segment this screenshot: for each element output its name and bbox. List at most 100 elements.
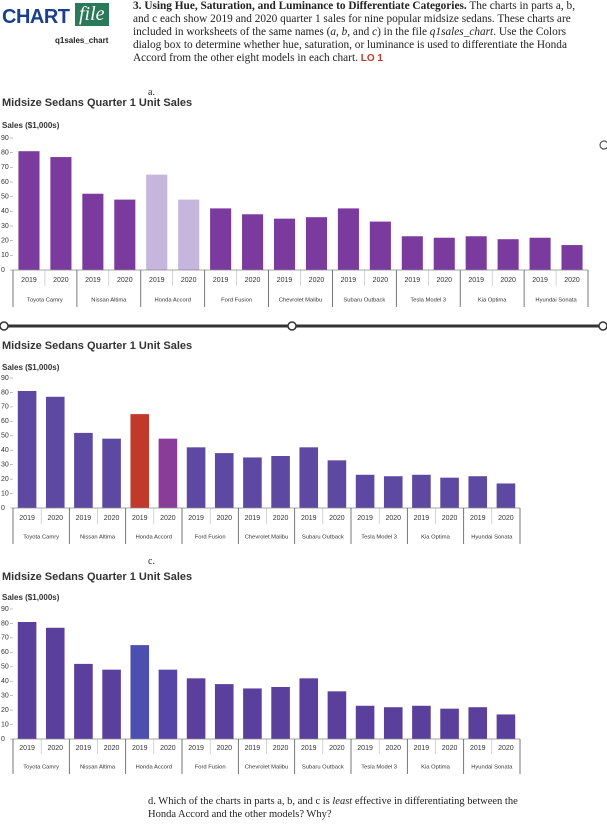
group-label: Nissan Altima [91, 298, 127, 304]
x-tick-label: 2020 [442, 745, 458, 752]
y-tick-label: 20 [1, 707, 9, 714]
group-label: Kia Optima [478, 298, 507, 304]
x-tick-label: 2019 [470, 745, 486, 752]
bar [82, 193, 104, 270]
bar [412, 474, 431, 508]
y-tick-label: 80 [1, 150, 9, 157]
text: effective in differentiating between the… [148, 796, 518, 820]
bar [130, 414, 150, 508]
bar [465, 236, 487, 270]
x-tick-label: 2019 [341, 277, 357, 284]
text: . Use the Colors dialog box to determine… [133, 26, 567, 64]
y-tick-label: 30 [1, 223, 9, 230]
x-tick-label: 2020 [53, 277, 69, 284]
bar [17, 622, 37, 739]
handle-circle [599, 140, 607, 150]
x-tick-label: 2019 [277, 277, 293, 284]
y-tick-label: 40 [1, 678, 9, 685]
y-tick-label: 10 [1, 252, 9, 259]
bar [271, 687, 290, 739]
x-tick-label: 2019 [405, 277, 421, 284]
chart: Midsize Sedans Quarter 1 Unit Sales Sales… [1, 97, 589, 307]
bar [401, 236, 423, 270]
x-tick-label: 2020 [160, 745, 176, 752]
bar [433, 237, 455, 270]
bar [327, 691, 347, 739]
x-tick-label: 2020 [373, 277, 389, 284]
x-tick-label: 2020 [498, 745, 514, 752]
x-tick-label: 2019 [19, 515, 35, 522]
x-tick-label: 2020 [309, 277, 325, 284]
x-tick-label: 2020 [500, 277, 516, 284]
x-tick-label: 2019 [21, 277, 37, 284]
group-label: Nissan Altima [80, 535, 116, 541]
x-tick-label: 2020 [47, 745, 63, 752]
bar [305, 217, 328, 270]
group-label: Tesla Model 3 [410, 298, 446, 304]
x-tick-label: 2019 [357, 745, 373, 752]
bar [74, 663, 93, 739]
bar [299, 447, 319, 508]
x-tick-label: 2020 [564, 277, 580, 284]
bar [412, 705, 431, 739]
group-label: Chevrolet Malibu [245, 535, 289, 541]
group-label: Toyota Camry [23, 765, 59, 771]
file-word: file [75, 3, 109, 26]
y-tick-label: 10 [1, 721, 9, 728]
text: d. Which of the charts in parts a, b, an… [148, 796, 333, 807]
chart: Midsize Sedans Quarter 1 Unit Sales Sales… [1, 340, 521, 544]
y-tick-label: 30 [1, 693, 9, 700]
y-tick-label: 0 [1, 267, 5, 274]
bar [17, 391, 37, 508]
group-label: Honda Accord [155, 298, 191, 304]
x-tick-label: 2020 [47, 515, 63, 522]
bar [369, 221, 391, 270]
bar [273, 218, 296, 270]
y-tick-label: 90 [1, 135, 9, 142]
y-tick-label: 20 [1, 238, 9, 245]
bar [74, 432, 93, 508]
handle [0, 321, 9, 331]
bar [355, 474, 375, 508]
y-tick-label: 70 [1, 164, 9, 171]
bar [271, 456, 290, 508]
x-tick-label: 2020 [436, 277, 452, 284]
learning-objective: LO 1 [360, 53, 383, 64]
bar [45, 396, 65, 508]
bar [383, 707, 403, 739]
bar [497, 239, 519, 270]
chart-word: CHART [2, 6, 70, 28]
group-label: Hyundai Sonata [471, 535, 513, 541]
x-tick-label: 2019 [213, 277, 229, 284]
text: ) in the file [377, 26, 430, 38]
group-label: Tesla Model 3 [361, 535, 397, 541]
x-tick-label: 2020 [104, 515, 120, 522]
bar [440, 477, 459, 508]
bar [496, 714, 516, 739]
text: and [350, 26, 373, 38]
y-tick-label: 60 [1, 418, 9, 425]
group-label: Chevrolet Malibu [279, 298, 323, 304]
group-label: Nissan Altima [80, 765, 116, 771]
chart: Midsize Sedans Quarter 1 Unit Sales Sales… [1, 571, 521, 774]
group-label: Hyundai Sonata [535, 298, 577, 304]
x-tick-label: 2019 [468, 277, 484, 284]
bar [468, 707, 488, 739]
text: least [332, 796, 353, 807]
bar [186, 447, 206, 508]
y-tick-label: 20 [1, 476, 9, 483]
x-tick-label: 2020 [329, 515, 345, 522]
x-tick-label: 2020 [385, 515, 401, 522]
x-tick-label: 2020 [104, 745, 120, 752]
y-axis-label: Sales ($1,000s) [2, 593, 60, 602]
text: c [372, 26, 378, 38]
y-tick-label: 70 [1, 635, 9, 642]
problem-heading: Using Hue, Saturation, and Luminance to … [144, 0, 467, 12]
x-tick-label: 2020 [329, 745, 345, 752]
text: The charts in parts a, b, and c each sho… [133, 0, 576, 38]
bar [158, 669, 178, 739]
y-tick-label: 40 [1, 208, 9, 215]
bar [327, 460, 347, 508]
x-tick-label: 2019 [532, 277, 548, 284]
